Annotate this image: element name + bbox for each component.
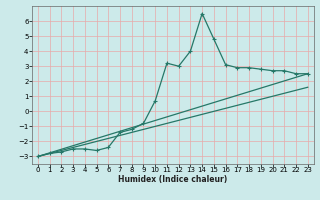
- X-axis label: Humidex (Indice chaleur): Humidex (Indice chaleur): [118, 175, 228, 184]
